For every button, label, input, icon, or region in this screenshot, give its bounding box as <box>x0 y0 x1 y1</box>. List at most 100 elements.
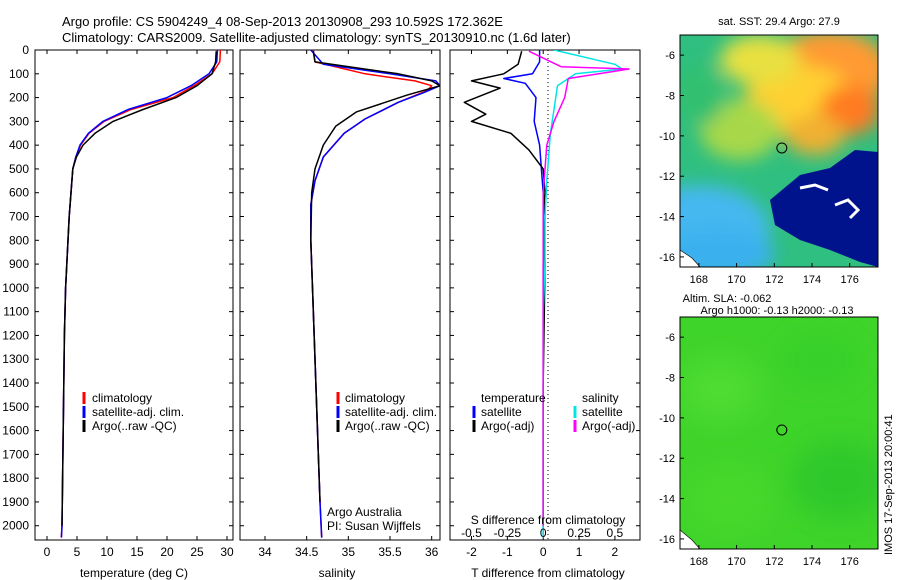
x-tick-label: 34 <box>258 545 272 559</box>
series-temperature-argo-adj <box>463 51 546 526</box>
sla-field <box>680 317 878 549</box>
lat-tick-label: -10 <box>659 413 675 425</box>
s-diff-tick-label: 0 <box>540 526 547 540</box>
difference-profiles <box>463 50 630 538</box>
depth-tick-label: 200 <box>9 91 29 105</box>
legend-label-temp-satellite: satellite <box>481 405 522 419</box>
lon-tick-label: 174 <box>803 274 821 286</box>
sla-map-subtitle: Argo h1000: -0.13 h2000: -0.13 <box>701 305 854 317</box>
temperature-x-axis: 0 5 10 15 20 25 30 <box>44 50 234 559</box>
sst-map: sat. SST: 29.4 Argo: 27.9 168 170 172 174 17… <box>659 16 879 286</box>
depth-tick-label: 300 <box>9 114 29 128</box>
lat-tick-label: -16 <box>659 252 675 264</box>
lat-tick-label: -6 <box>665 332 675 344</box>
header-line2: Climatology: CARS2009. Satellite-adjuste… <box>62 30 571 45</box>
legend-label-argo: Argo(..raw -QC) <box>92 419 177 433</box>
depth-tick-label: 1400 <box>2 376 29 390</box>
x-tick-label: 35 <box>342 545 356 559</box>
lon-tick-label: 170 <box>727 274 745 286</box>
lon-tick-label: 172 <box>765 556 783 568</box>
sst-field <box>680 35 878 267</box>
salinity-panel: 34 34.5 35 35.5 36 salinity climatology sate… <box>239 49 441 580</box>
temperature-axes <box>34 49 234 541</box>
sla-lat-axis: -6 -8 -10 -12 -14 -16 <box>659 332 684 546</box>
depth-tick-label: 1500 <box>2 400 29 414</box>
x-tick-label: 1 <box>576 545 583 559</box>
sla-lon-axis: 168 170 172 174 176 <box>690 545 859 568</box>
depth-tick-label: 1700 <box>2 447 29 461</box>
legend-label-sal-argo: Argo(-adj) <box>582 419 635 433</box>
lat-tick-label: -6 <box>665 50 675 62</box>
temperature-panel: 0100200300400500600700800900100011001200… <box>2 43 234 580</box>
difference-top-label: S difference from climatology <box>471 513 626 527</box>
series-salinity-argo-adj <box>528 50 630 526</box>
difference-xlabel: T difference from climatology <box>471 566 625 580</box>
coastline <box>680 249 701 267</box>
sla-map-frame <box>679 316 879 550</box>
sst-lat-axis: -6 -8 -10 -12 -14 -16 <box>659 50 684 264</box>
lon-tick-label: 172 <box>765 274 783 286</box>
sst-cold-region <box>770 150 878 267</box>
lon-tick-label: 176 <box>841 274 859 286</box>
legend-label-satellite: satellite-adj. clim. <box>345 405 437 419</box>
lon-tick-label: 174 <box>803 556 821 568</box>
legend-header-temperature: temperature <box>481 391 546 405</box>
lon-tick-label: 168 <box>690 556 708 568</box>
salinity-diff-ticks: -0.5 -0.25 0 0.25 0.5 <box>461 526 623 540</box>
x-tick-label: -2 <box>466 545 477 559</box>
depth-tick-label: 100 <box>9 67 29 81</box>
sst-map-title: sat. SST: 29.4 Argo: 27.9 <box>718 16 840 28</box>
x-tick-label: 34.5 <box>295 545 319 559</box>
x-tick-label: 30 <box>220 545 234 559</box>
depth-tick-label: 1000 <box>2 281 29 295</box>
difference-depth-ticks <box>450 49 640 527</box>
depth-tick-label: 0 <box>22 43 29 57</box>
x-tick-label: 15 <box>130 545 144 559</box>
legend-label-climatology: climatology <box>92 391 152 405</box>
difference-legend: temperature salinity satellite Argo(-adj… <box>472 391 635 433</box>
series-argo-raw-qc <box>61 51 217 526</box>
x-tick-label: 2 <box>612 545 619 559</box>
argo-location-marker <box>776 142 788 154</box>
lat-tick-label: -12 <box>659 171 675 183</box>
depth-tick-label: 1900 <box>2 495 29 509</box>
depth-axis: 0 100 200 300 400 500 600 700 800 900 1000 1100 1200… <box>2 43 233 533</box>
note-pi: PI: Susan Wijffels <box>327 519 421 533</box>
sst-missing-data <box>799 183 861 220</box>
salinity-x-axis: 34 34.5 35 35.5 36 <box>258 50 439 559</box>
depth-tick-label: 1600 <box>2 424 29 438</box>
lat-tick-label: -10 <box>659 131 675 143</box>
s-diff-tick-label: -0.25 <box>494 526 522 540</box>
x-tick-label: 5 <box>74 545 81 559</box>
depth-tick-label: 800 <box>9 233 29 247</box>
lon-tick-label: 170 <box>727 556 745 568</box>
legend-header-salinity: salinity <box>582 391 619 405</box>
depth-tick-label: 900 <box>9 257 29 271</box>
depth-tick-label: 1800 <box>2 471 29 485</box>
temperature-xlabel: temperature (deg C) <box>80 566 188 580</box>
salinity-legend: climatology satellite-adj. clim. Argo(..… <box>336 391 437 433</box>
note-org: Argo Australia <box>327 505 402 519</box>
sla-map: Altim. SLA: -0.062 Argo h1000: -0.13 h20… <box>659 293 879 568</box>
depth-tick-label: 600 <box>9 186 29 200</box>
difference-panel: -2 -1 0 1 2 T difference from climatology S … <box>449 49 641 580</box>
salinity-depth-ticks <box>240 49 440 527</box>
depth-tick-label: 400 <box>9 138 29 152</box>
x-tick-label: 10 <box>100 545 114 559</box>
salinity-axes <box>239 49 441 541</box>
x-tick-label: 36 <box>425 545 439 559</box>
legend-label-satellite: satellite-adj. clim. <box>92 405 184 419</box>
coastline <box>680 529 701 549</box>
sst-lon-axis: 168 170 172 174 176 <box>690 263 859 286</box>
difference-x-axis: -2 -1 0 1 2 <box>466 50 619 559</box>
side-timestamp: IMOS 17-Sep-2013 20:00:41 <box>883 414 895 555</box>
sst-map-frame <box>679 34 879 268</box>
series-argo-raw-qc <box>310 51 440 502</box>
depth-tick-label: 1300 <box>2 352 29 366</box>
sla-map-title: Altim. SLA: -0.062 <box>683 293 772 305</box>
lat-tick-label: -12 <box>659 453 675 465</box>
salinity-xlabel: salinity <box>319 566 356 580</box>
lat-tick-label: -14 <box>659 494 675 506</box>
depth-tick-label: 700 <box>9 210 29 224</box>
header-line1: Argo profile: CS 5904249_4 08-Sep-2013 2… <box>62 14 503 29</box>
